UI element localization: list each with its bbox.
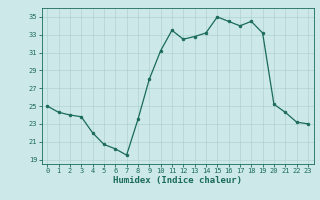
X-axis label: Humidex (Indice chaleur): Humidex (Indice chaleur) bbox=[113, 176, 242, 185]
